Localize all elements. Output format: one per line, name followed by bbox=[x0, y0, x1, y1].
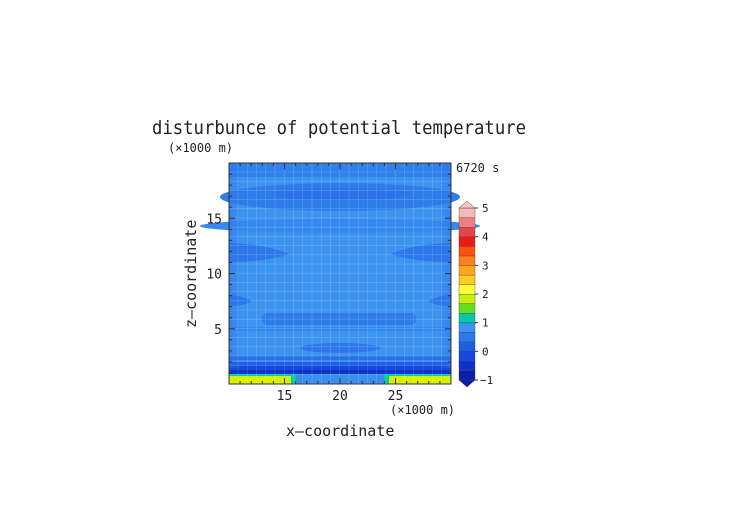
colorbar-segment bbox=[458, 217, 476, 228]
colorbar-over-arrow bbox=[458, 200, 476, 209]
colorbar-segment bbox=[458, 284, 476, 295]
y-tick-label: 15 bbox=[206, 212, 222, 227]
colorbar-under-arrow bbox=[458, 379, 476, 388]
colorbar: −1 0 1 2 3 4 5 bbox=[458, 200, 493, 388]
colorbar-tick-label: −1 bbox=[480, 374, 493, 387]
right-lobe-1 bbox=[390, 243, 451, 262]
time-label: 6720 s bbox=[456, 161, 499, 175]
y-ticks: 5 10 15 bbox=[206, 173, 451, 374]
x-ticks: 15 20 25 bbox=[239, 163, 441, 404]
x-unit-label: (×1000 m) bbox=[390, 403, 455, 417]
left-lobe-1 bbox=[229, 243, 290, 262]
colorbar-segment bbox=[458, 332, 476, 343]
lower-band-1 bbox=[229, 356, 451, 360]
colorbar-segment bbox=[458, 322, 476, 333]
y-tick-label: 5 bbox=[214, 323, 222, 338]
colorbar-tick-label: 2 bbox=[482, 288, 489, 301]
colorbar-segment bbox=[458, 351, 476, 362]
chart-title: disturbunce of potential temperature bbox=[152, 117, 526, 139]
colorbar-segment bbox=[458, 236, 476, 247]
x-tick-label: 20 bbox=[332, 389, 348, 404]
right-edge-shade bbox=[437, 163, 451, 368]
surface-left bbox=[229, 376, 291, 384]
x-axis-label: x—coordinate bbox=[286, 422, 394, 440]
left-edge-shade bbox=[229, 163, 243, 368]
colorbar-tick-label: 1 bbox=[482, 317, 489, 330]
colorbar-segment bbox=[458, 265, 476, 276]
colorbar-segment bbox=[458, 274, 476, 285]
colorbar-tick-label: 4 bbox=[482, 231, 489, 244]
colorbar-segment bbox=[458, 207, 476, 218]
colorbar-segment bbox=[458, 312, 476, 324]
colorbar-tick-label: 0 bbox=[482, 345, 489, 358]
lower-band-4 bbox=[229, 370, 451, 374]
mid-band-wide bbox=[229, 327, 451, 331]
colorbar-tick-label: 3 bbox=[482, 259, 489, 272]
colorbar-segment bbox=[458, 370, 476, 381]
lower-band-2 bbox=[229, 362, 451, 366]
y-axis-label: z—coordinate bbox=[182, 220, 200, 328]
x-tick-label: 25 bbox=[388, 389, 404, 404]
colorbar-segment bbox=[458, 255, 476, 266]
colorbar-segment bbox=[458, 360, 476, 371]
lower-band-3 bbox=[229, 366, 451, 370]
colorbar-segment bbox=[458, 226, 476, 238]
colorbar-segment bbox=[458, 303, 476, 314]
upper-lobe-inner bbox=[270, 188, 410, 200]
mid-upper-band bbox=[200, 219, 480, 233]
colorbar-tick-label: 5 bbox=[482, 202, 489, 215]
lower-lobe bbox=[300, 343, 380, 353]
colorbar-segment bbox=[458, 246, 476, 257]
colorbar-segment bbox=[458, 293, 476, 304]
x-tick-label: 15 bbox=[277, 389, 293, 404]
mid-band bbox=[262, 313, 416, 325]
y-unit-label: (×1000 m) bbox=[168, 141, 233, 155]
surface-right bbox=[389, 376, 451, 384]
y-tick-label: 10 bbox=[206, 268, 222, 283]
colorbar-segment bbox=[458, 341, 476, 352]
contour-field bbox=[200, 163, 480, 384]
